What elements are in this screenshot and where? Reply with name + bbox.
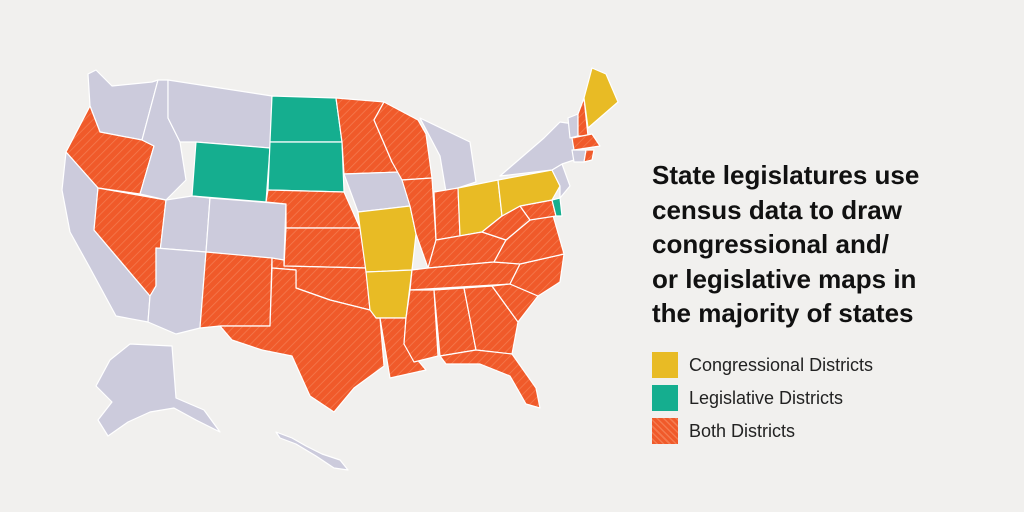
legend-label: Both Districts (689, 420, 796, 441)
legend: Congressional Districts Legislative Dist… (652, 352, 873, 451)
state-fl (439, 349, 541, 409)
headline-line-1: State legislatures use (652, 160, 920, 190)
state-mo (357, 205, 417, 273)
legend-label: Congressional Districts (689, 354, 874, 375)
state-ar (365, 269, 413, 319)
legend-swatch-both (652, 418, 678, 444)
legend-item-congressional: Congressional Districts (652, 352, 873, 378)
legend-swatch-congressional (652, 352, 678, 378)
legend-item-both: Both Districts (652, 418, 873, 444)
headline-line-2: census data to draw (652, 194, 902, 225)
state-nd (269, 95, 343, 143)
state-nc (509, 253, 565, 297)
state-ks (283, 227, 367, 269)
headline-line-5: the majority of states (652, 298, 914, 328)
state-ga (463, 285, 519, 355)
state-tx (219, 267, 385, 413)
state-wy (191, 141, 271, 203)
state-ia (343, 171, 411, 213)
state-ma (571, 133, 601, 151)
headline: State legislatures use census data to dr… (652, 158, 1012, 331)
state-me (583, 67, 619, 129)
headline-line-4: or legislative maps in (652, 263, 917, 294)
state-co (205, 197, 287, 261)
us-states-map (61, 67, 619, 471)
legend-item-legislative: Legislative Districts (652, 385, 873, 411)
headline-line-3: congressional and/ (652, 229, 889, 259)
state-sd (267, 141, 345, 193)
state-ri (583, 149, 595, 163)
state-hi (275, 431, 349, 471)
state-ak (95, 343, 221, 437)
state-mt (167, 79, 273, 149)
state-in (433, 187, 461, 241)
state-az (147, 247, 207, 335)
state-nm (199, 251, 273, 329)
state-vt (567, 113, 579, 139)
state-de (551, 197, 563, 217)
legend-label: Legislative Districts (689, 387, 844, 408)
state-ms (403, 289, 439, 363)
legend-swatch-legislative (652, 385, 678, 411)
